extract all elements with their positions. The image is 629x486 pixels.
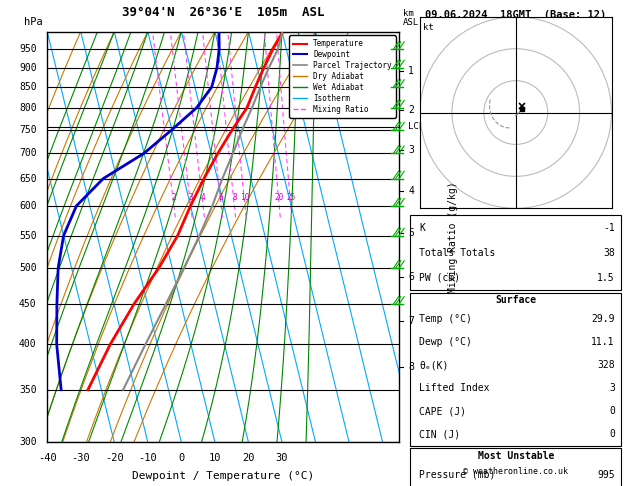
- Text: -20: -20: [105, 452, 124, 463]
- Text: LCL: LCL: [408, 122, 425, 131]
- Text: 1.5: 1.5: [597, 273, 615, 283]
- Text: Surface: Surface: [495, 295, 537, 305]
- Text: 0: 0: [609, 406, 615, 416]
- Text: 350: 350: [19, 385, 36, 395]
- Text: PW (cm): PW (cm): [419, 273, 460, 283]
- Text: -10: -10: [138, 452, 157, 463]
- Text: 600: 600: [19, 201, 36, 211]
- Text: 400: 400: [19, 339, 36, 349]
- Text: kt: kt: [423, 23, 434, 32]
- Text: © weatheronline.co.uk: © weatheronline.co.uk: [464, 468, 568, 476]
- Text: 25: 25: [286, 193, 296, 202]
- Text: km
ASL: km ASL: [403, 10, 419, 28]
- Text: 29.9: 29.9: [591, 314, 615, 324]
- Text: 0: 0: [609, 429, 615, 439]
- Text: 4: 4: [408, 186, 414, 196]
- Text: Most Unstable: Most Unstable: [477, 451, 554, 461]
- Text: 3: 3: [609, 383, 615, 393]
- Text: 6: 6: [408, 272, 414, 282]
- Text: Dewpoint / Temperature (°C): Dewpoint / Temperature (°C): [132, 471, 314, 481]
- Text: 20: 20: [275, 193, 284, 202]
- Text: 39°04'N  26°36'E  105m  ASL: 39°04'N 26°36'E 105m ASL: [122, 6, 325, 19]
- Text: K: K: [419, 223, 425, 233]
- Text: 650: 650: [19, 174, 36, 184]
- Text: hPa: hPa: [25, 17, 43, 28]
- Text: 09.06.2024  18GMT  (Base: 12): 09.06.2024 18GMT (Base: 12): [425, 10, 606, 19]
- Text: 10: 10: [209, 452, 221, 463]
- Text: Mixing Ratio (g/kg): Mixing Ratio (g/kg): [448, 181, 458, 293]
- Text: 4: 4: [201, 193, 205, 202]
- Text: 300: 300: [19, 437, 36, 447]
- Text: 800: 800: [19, 103, 36, 113]
- Text: 30: 30: [276, 452, 288, 463]
- Text: 450: 450: [19, 299, 36, 309]
- Text: 2: 2: [408, 105, 414, 115]
- Text: 20: 20: [242, 452, 255, 463]
- Text: Pressure (mb): Pressure (mb): [419, 470, 495, 480]
- Text: 8: 8: [232, 193, 237, 202]
- Bar: [410, 448, 621, 486]
- Text: 7: 7: [408, 316, 414, 326]
- Text: -40: -40: [38, 452, 57, 463]
- Text: Totals Totals: Totals Totals: [419, 248, 495, 258]
- Text: 3: 3: [188, 193, 193, 202]
- Text: 328: 328: [597, 360, 615, 370]
- Text: CAPE (J): CAPE (J): [419, 406, 466, 416]
- Text: -30: -30: [71, 452, 90, 463]
- Text: 700: 700: [19, 148, 36, 158]
- Text: 850: 850: [19, 82, 36, 92]
- Text: 8: 8: [408, 362, 414, 372]
- Text: 900: 900: [19, 63, 36, 72]
- Text: Lifted Index: Lifted Index: [419, 383, 489, 393]
- Text: 11.1: 11.1: [591, 337, 615, 347]
- Text: 500: 500: [19, 263, 36, 273]
- Bar: [410, 215, 621, 290]
- Text: 995: 995: [597, 470, 615, 480]
- Text: 1: 1: [408, 66, 414, 76]
- Text: Dewp (°C): Dewp (°C): [419, 337, 472, 347]
- Text: -1: -1: [603, 223, 615, 233]
- Text: 10: 10: [240, 193, 250, 202]
- Legend: Temperature, Dewpoint, Parcel Trajectory, Dry Adiabat, Wet Adiabat, Isotherm, Mi: Temperature, Dewpoint, Parcel Trajectory…: [289, 35, 396, 118]
- Text: θₑ(K): θₑ(K): [419, 360, 448, 370]
- Text: 6: 6: [219, 193, 223, 202]
- Text: 0: 0: [178, 452, 184, 463]
- Text: 750: 750: [19, 125, 36, 135]
- Text: 2: 2: [172, 193, 176, 202]
- Bar: [410, 293, 621, 446]
- Text: Temp (°C): Temp (°C): [419, 314, 472, 324]
- Text: CIN (J): CIN (J): [419, 429, 460, 439]
- Text: 550: 550: [19, 230, 36, 241]
- Text: 38: 38: [603, 248, 615, 258]
- Text: 950: 950: [19, 44, 36, 54]
- Text: 5: 5: [408, 228, 414, 238]
- Text: 3: 3: [408, 145, 414, 156]
